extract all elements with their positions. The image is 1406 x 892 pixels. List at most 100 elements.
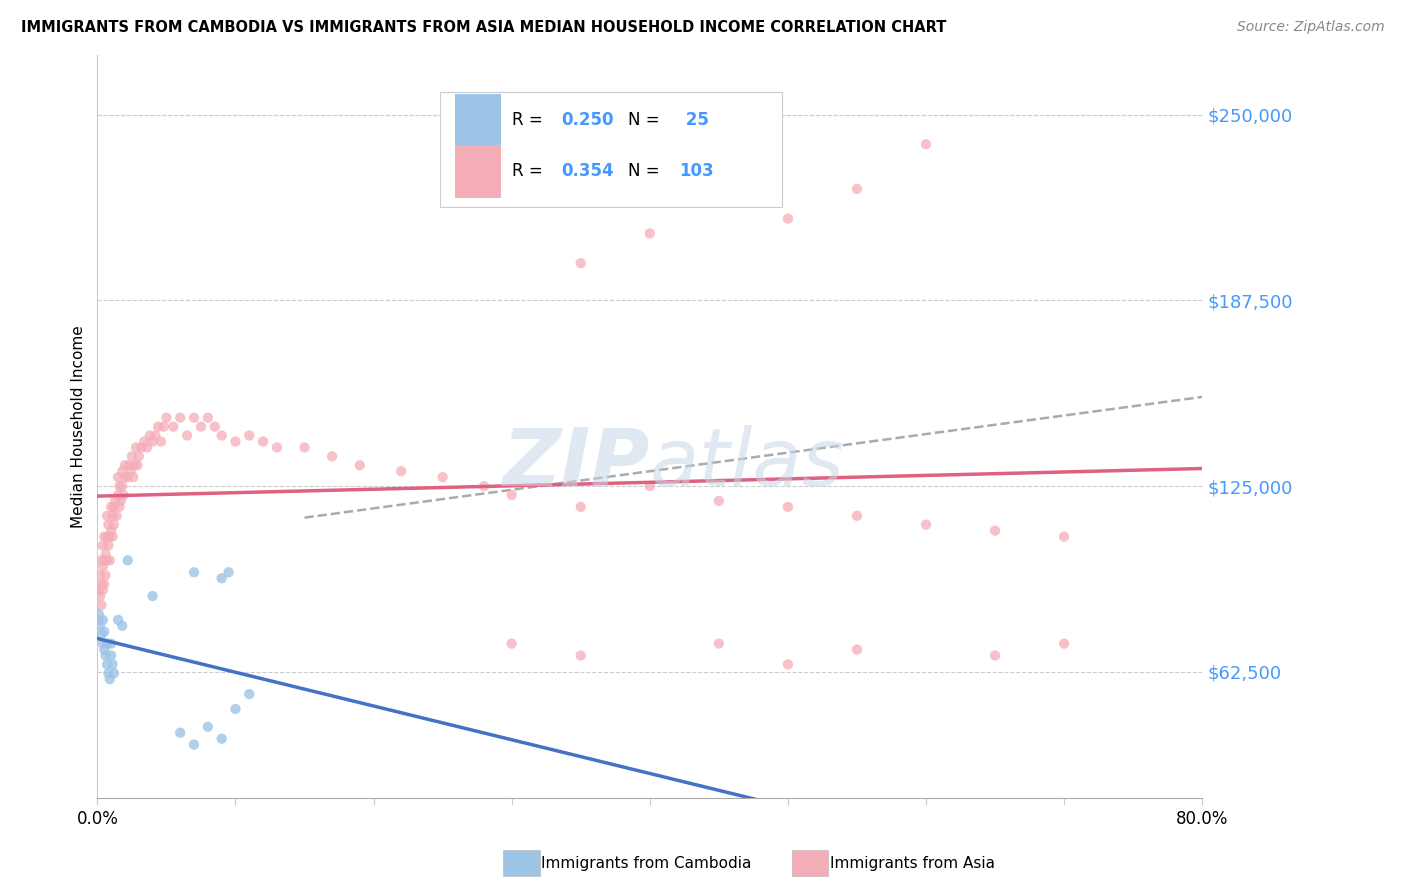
Point [98, 672, 121, 686]
Point [104, 494, 127, 508]
Point [101, 508, 124, 523]
Point [197, 410, 219, 425]
Point [100, 500, 122, 514]
Point [89, 589, 111, 603]
Point [638, 479, 661, 493]
Point [90, 553, 112, 567]
Point [122, 470, 145, 484]
Point [321, 450, 343, 464]
FancyBboxPatch shape [440, 92, 782, 208]
Point [94, 648, 117, 663]
Point [204, 419, 226, 434]
Point [98, 553, 121, 567]
Point [183, 566, 205, 580]
Point [103, 517, 125, 532]
Point [776, 657, 799, 672]
Point [110, 494, 132, 508]
Text: 25: 25 [679, 112, 709, 129]
Point [152, 419, 174, 434]
Point [211, 428, 233, 442]
Point [776, 211, 799, 226]
Point [984, 524, 1007, 538]
Point [266, 441, 288, 455]
Point [96, 637, 118, 651]
Point [169, 410, 191, 425]
Point [118, 458, 141, 473]
Point [569, 256, 592, 270]
Point [114, 458, 136, 473]
Point [121, 450, 143, 464]
Point [501, 488, 523, 502]
Point [845, 642, 868, 657]
Point [98, 530, 121, 544]
Point [224, 702, 246, 716]
Point [569, 500, 592, 514]
Point [432, 470, 454, 484]
Point [915, 517, 938, 532]
Text: Immigrants from Asia: Immigrants from Asia [830, 856, 994, 871]
Point [107, 488, 129, 502]
Point [294, 441, 316, 455]
Point [131, 441, 153, 455]
Point [96, 553, 118, 567]
Point [218, 566, 240, 580]
Point [90, 577, 112, 591]
Point [197, 720, 219, 734]
Text: 0.250: 0.250 [561, 112, 614, 129]
Point [111, 619, 134, 633]
Point [569, 648, 592, 663]
Point [93, 642, 115, 657]
Point [501, 637, 523, 651]
Point [103, 666, 125, 681]
Point [638, 227, 661, 241]
Point [97, 539, 120, 553]
FancyBboxPatch shape [456, 95, 501, 147]
Point [87, 613, 110, 627]
Text: Immigrants from Cambodia: Immigrants from Cambodia [541, 856, 752, 871]
Point [984, 648, 1007, 663]
Point [87, 607, 110, 621]
Point [93, 577, 115, 591]
Text: N =: N = [627, 112, 665, 129]
Point [845, 182, 868, 196]
Point [472, 479, 495, 493]
Point [117, 553, 139, 567]
Point [100, 648, 122, 663]
Point [111, 479, 134, 493]
Text: atlas: atlas [650, 425, 845, 503]
Point [97, 666, 120, 681]
Text: Source: ZipAtlas.com: Source: ZipAtlas.com [1237, 20, 1385, 34]
Point [91, 539, 114, 553]
Point [143, 428, 166, 442]
Point [776, 500, 799, 514]
Point [108, 500, 131, 514]
Point [94, 568, 117, 582]
Text: R =: R = [512, 161, 548, 180]
Point [845, 508, 868, 523]
Point [90, 598, 112, 612]
Point [124, 458, 146, 473]
Point [136, 441, 159, 455]
Point [190, 419, 212, 434]
Point [120, 464, 142, 478]
Point [134, 434, 156, 449]
Y-axis label: Median Household Income: Median Household Income [72, 326, 86, 528]
Point [105, 508, 128, 523]
Point [93, 553, 115, 567]
Point [183, 410, 205, 425]
Point [93, 624, 115, 639]
Point [142, 434, 165, 449]
Point [238, 687, 260, 701]
Point [349, 458, 371, 473]
Point [89, 568, 111, 582]
Text: IMMIGRANTS FROM CAMBODIA VS IMMIGRANTS FROM ASIA MEDIAN HOUSEHOLD INCOME CORRELA: IMMIGRANTS FROM CAMBODIA VS IMMIGRANTS F… [21, 20, 946, 35]
Point [96, 530, 118, 544]
Point [1053, 637, 1076, 651]
Point [146, 419, 169, 434]
Point [89, 619, 111, 633]
Point [97, 517, 120, 532]
Point [176, 428, 198, 442]
Point [96, 508, 118, 523]
Point [169, 725, 191, 739]
Point [111, 464, 134, 478]
